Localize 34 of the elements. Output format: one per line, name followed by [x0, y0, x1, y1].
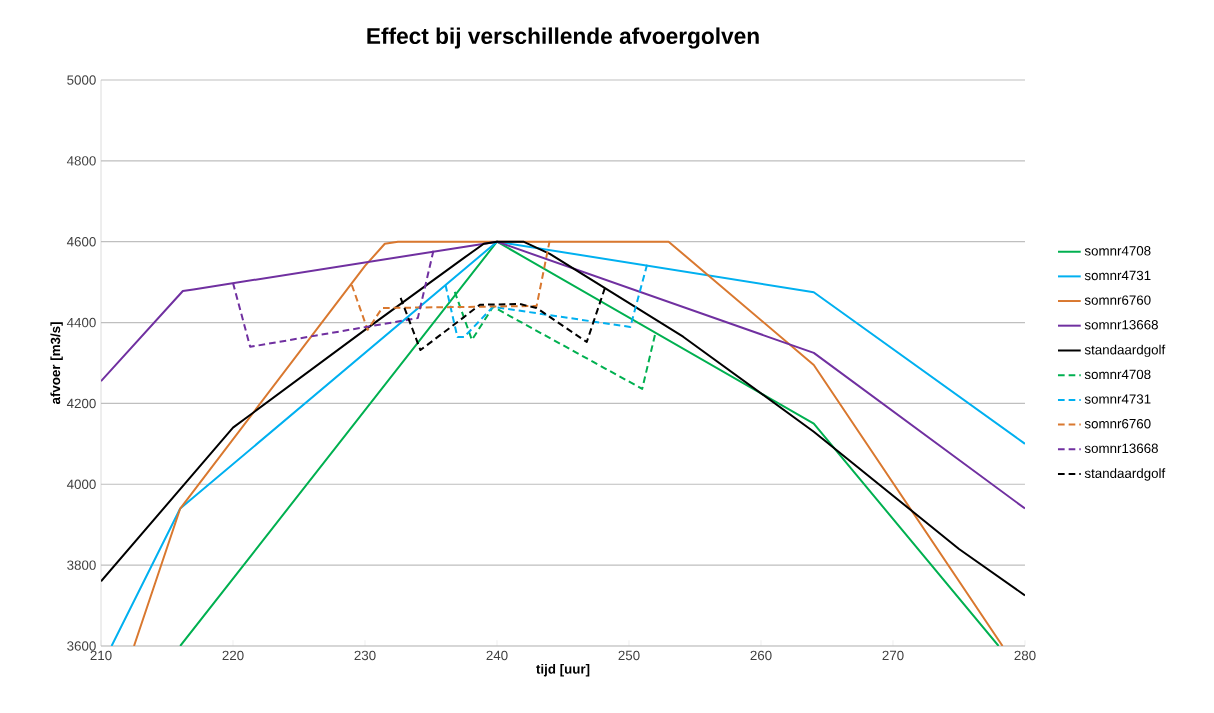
- x-tick-label: 270: [882, 650, 904, 661]
- y-axis-title: afvoer [m3/s]: [50, 322, 63, 405]
- legend-label: somnr4708: [1084, 246, 1151, 256]
- line-series: [101, 240, 1025, 510]
- x-tick-label: 210: [90, 650, 112, 661]
- y-tick-label: 4800: [66, 156, 96, 166]
- x-tick-label: 280: [1014, 650, 1036, 661]
- x-axis-title: tijd [uur]: [536, 663, 590, 677]
- legend-label: somnr6760: [1084, 295, 1151, 305]
- y-tick-label: 3600: [67, 641, 96, 651]
- legend-label: somnr13668: [1084, 443, 1158, 454]
- legend-label: somnr4731: [1084, 394, 1151, 404]
- legend-label: standaardgolf: [1084, 344, 1166, 358]
- legend-label: somnr6760: [1084, 418, 1151, 429]
- line-series: [399, 285, 607, 352]
- y-tick-label: 3800: [67, 560, 96, 570]
- legend-label: somnr4708: [1084, 369, 1151, 380]
- y-tick-label: 4200: [66, 398, 96, 409]
- x-tick-label: 230: [354, 650, 376, 661]
- legend-label: standaardgolf: [1084, 468, 1166, 481]
- y-tick-label: 5000: [67, 75, 96, 85]
- line-series: [444, 262, 649, 339]
- legend-label: somnr13668: [1084, 320, 1158, 330]
- x-tick-label: 260: [750, 650, 772, 661]
- line-series: [232, 248, 435, 348]
- x-tick-label: 250: [618, 650, 640, 661]
- y-tick-label: 4400: [66, 317, 96, 328]
- x-tick-label: 220: [222, 650, 244, 661]
- legend-label: somnr4731: [1084, 270, 1151, 281]
- x-tick-label: 240: [486, 650, 508, 661]
- chart-title: Effect bij verschillende afvoergolven: [367, 27, 759, 49]
- line-series: [453, 290, 657, 390]
- y-tick-label: 4000: [66, 479, 96, 489]
- y-tick-label: 4600: [66, 236, 96, 247]
